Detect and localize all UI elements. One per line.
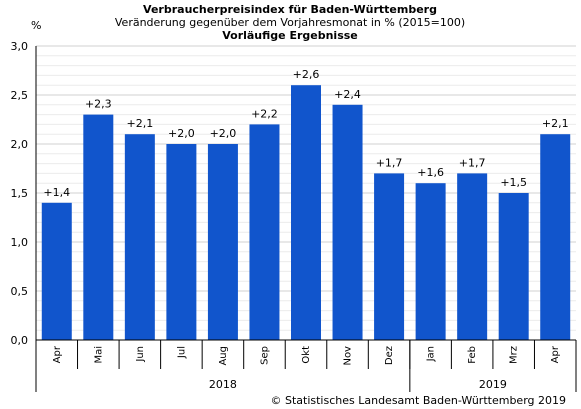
- bar: [83, 114, 114, 340]
- y-tick-label: 0,0: [11, 334, 29, 347]
- x-tick-label: Sep: [259, 346, 270, 365]
- data-labels: +1,4 +2,3 +2,1 +2,0 +2,0 +2,2 +2,6 +2,4 +1,7 +1,6…: [43, 68, 568, 199]
- bar: [291, 85, 321, 340]
- chart-subtitle-2: Vorläufige Ergebnisse: [222, 29, 358, 42]
- year-group-label: 2018: [209, 378, 237, 391]
- bar: [124, 134, 155, 340]
- y-axis: 0,0 0,5 1,0 1,5 2,0 2,5 3,0: [11, 40, 29, 347]
- data-label: +2,1: [542, 117, 569, 130]
- bar: [166, 144, 197, 340]
- bar: [540, 134, 571, 340]
- y-tick-label: 2,5: [11, 89, 29, 102]
- bar: [207, 144, 238, 340]
- y-tick-label: 0,5: [11, 285, 29, 298]
- x-axis: Apr Mai Jun Jul Aug Sep Okt Nov Dez Jan Feb Mrz Apr 2…: [35, 46, 577, 392]
- data-label: +1,7: [459, 156, 486, 169]
- bar: [457, 173, 488, 340]
- x-tick-label: Jun: [135, 346, 146, 363]
- x-tick-label: Jul: [176, 346, 187, 359]
- bar: [249, 124, 280, 341]
- bar: [41, 202, 72, 340]
- x-tick-label: Apr: [52, 345, 63, 363]
- bars: [41, 85, 571, 341]
- chart-subtitle: Veränderung gegenüber dem Vorjahresmonat…: [115, 16, 465, 29]
- data-label: +1,6: [417, 166, 444, 179]
- x-tick-label: Mai: [93, 346, 104, 364]
- bar: [374, 173, 405, 340]
- data-label: +2,4: [334, 88, 361, 101]
- data-label: +2,1: [126, 117, 153, 130]
- x-tick-label: Mrz: [509, 346, 520, 364]
- x-tick-label: Okt: [301, 346, 312, 364]
- data-label: +2,0: [210, 127, 237, 140]
- chart-title: Verbraucherpreisindex für Baden-Württemb…: [143, 3, 437, 16]
- bar: [415, 183, 446, 340]
- x-tick-label: Apr: [550, 345, 561, 363]
- y-tick-label: 3,0: [11, 40, 29, 53]
- x-tick-label: Dez: [384, 346, 395, 365]
- year-group-label: 2019: [479, 378, 507, 391]
- y-tick-label: 1,0: [11, 236, 29, 249]
- data-label: +2,6: [293, 68, 320, 81]
- bar: [498, 193, 529, 340]
- y-tick-label: 2,0: [11, 138, 29, 151]
- data-label: +2,3: [85, 98, 112, 111]
- x-tick-label: Feb: [467, 346, 478, 364]
- data-label: +1,5: [500, 176, 527, 189]
- x-tick-label: Aug: [218, 346, 229, 366]
- source-note: © Statistisches Landesamt Baden-Württemb…: [270, 394, 566, 407]
- x-tick-label: Jan: [426, 346, 437, 362]
- data-label: +2,0: [168, 127, 195, 140]
- bar: [332, 104, 363, 340]
- y-tick-label: 1,5: [11, 187, 29, 200]
- y-axis-label: %: [31, 19, 41, 32]
- data-label: +2,2: [251, 107, 278, 120]
- data-label: +1,7: [376, 156, 403, 169]
- x-tick-label: Nov: [343, 346, 354, 366]
- data-label: +1,4: [43, 186, 70, 199]
